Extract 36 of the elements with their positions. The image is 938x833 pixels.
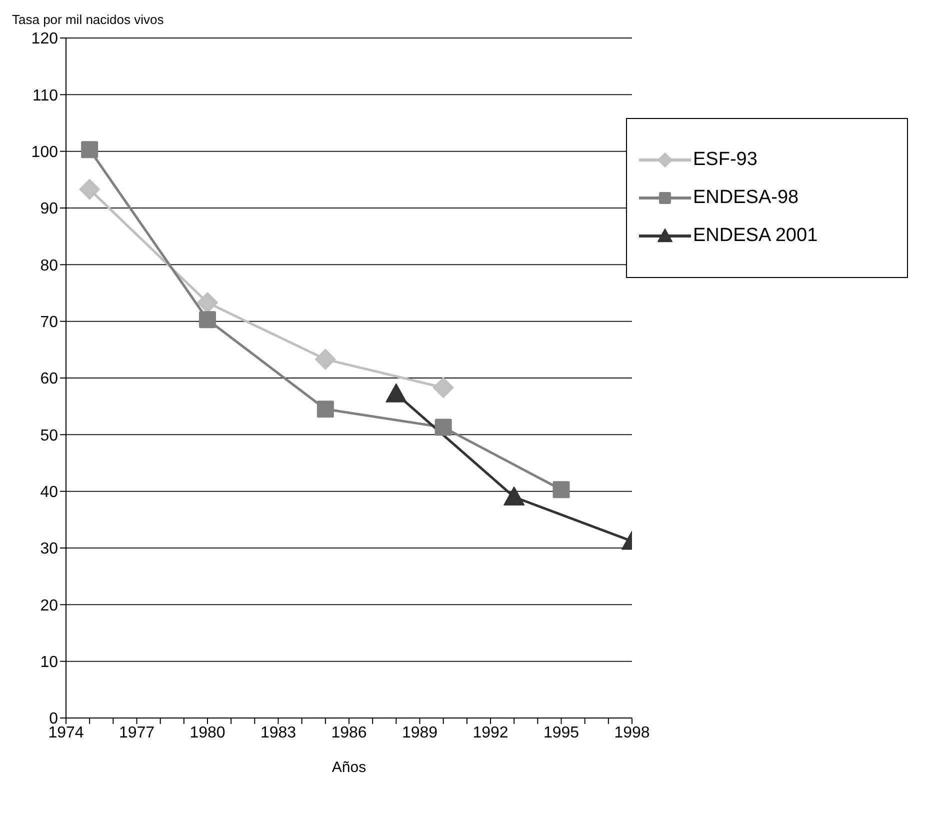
y-tick-label: 10: [40, 654, 58, 672]
x-tick-label: 1986: [331, 724, 367, 742]
point: [434, 418, 452, 436]
point: [81, 141, 98, 158]
y-tick-label: 60: [40, 370, 58, 388]
y-tick-label: 40: [40, 484, 58, 502]
x-axis-title: Años: [332, 759, 366, 776]
y-axis-title: Tasa por mil nacidos vivos: [12, 12, 164, 27]
y-tick-label: 100: [31, 144, 58, 162]
point: [504, 486, 525, 506]
legend-label: ENDESA 2001: [693, 225, 818, 247]
y-tick-label: 70: [40, 314, 58, 332]
point: [386, 383, 407, 402]
y-tick-label: 20: [40, 597, 58, 614]
point: [316, 400, 334, 418]
legend-label: ESF-93: [693, 149, 758, 171]
x-tick-label: 1977: [118, 724, 155, 742]
point: [199, 311, 216, 328]
x-tick-label: 1980: [190, 724, 226, 742]
point: [197, 292, 218, 314]
x-tick-label: 1995: [543, 724, 580, 742]
legend-label: ENDESA-98: [693, 187, 799, 209]
x-tick-label: 1983: [260, 724, 296, 742]
y-tick-label: 80: [40, 257, 58, 274]
x-tick-label: 1998: [614, 724, 650, 742]
point: [314, 348, 336, 370]
y-tick-label: 120: [31, 30, 58, 48]
x-tick-label: 1992: [472, 724, 508, 742]
y-tick-label: 90: [40, 200, 58, 218]
y-tick-label: 110: [32, 87, 58, 104]
point: [432, 377, 454, 398]
y-tick-label: 50: [40, 427, 58, 444]
point: [79, 178, 100, 200]
x-tick-label: 1989: [402, 724, 438, 742]
y-tick-label: 30: [40, 540, 58, 558]
point: [552, 481, 570, 498]
